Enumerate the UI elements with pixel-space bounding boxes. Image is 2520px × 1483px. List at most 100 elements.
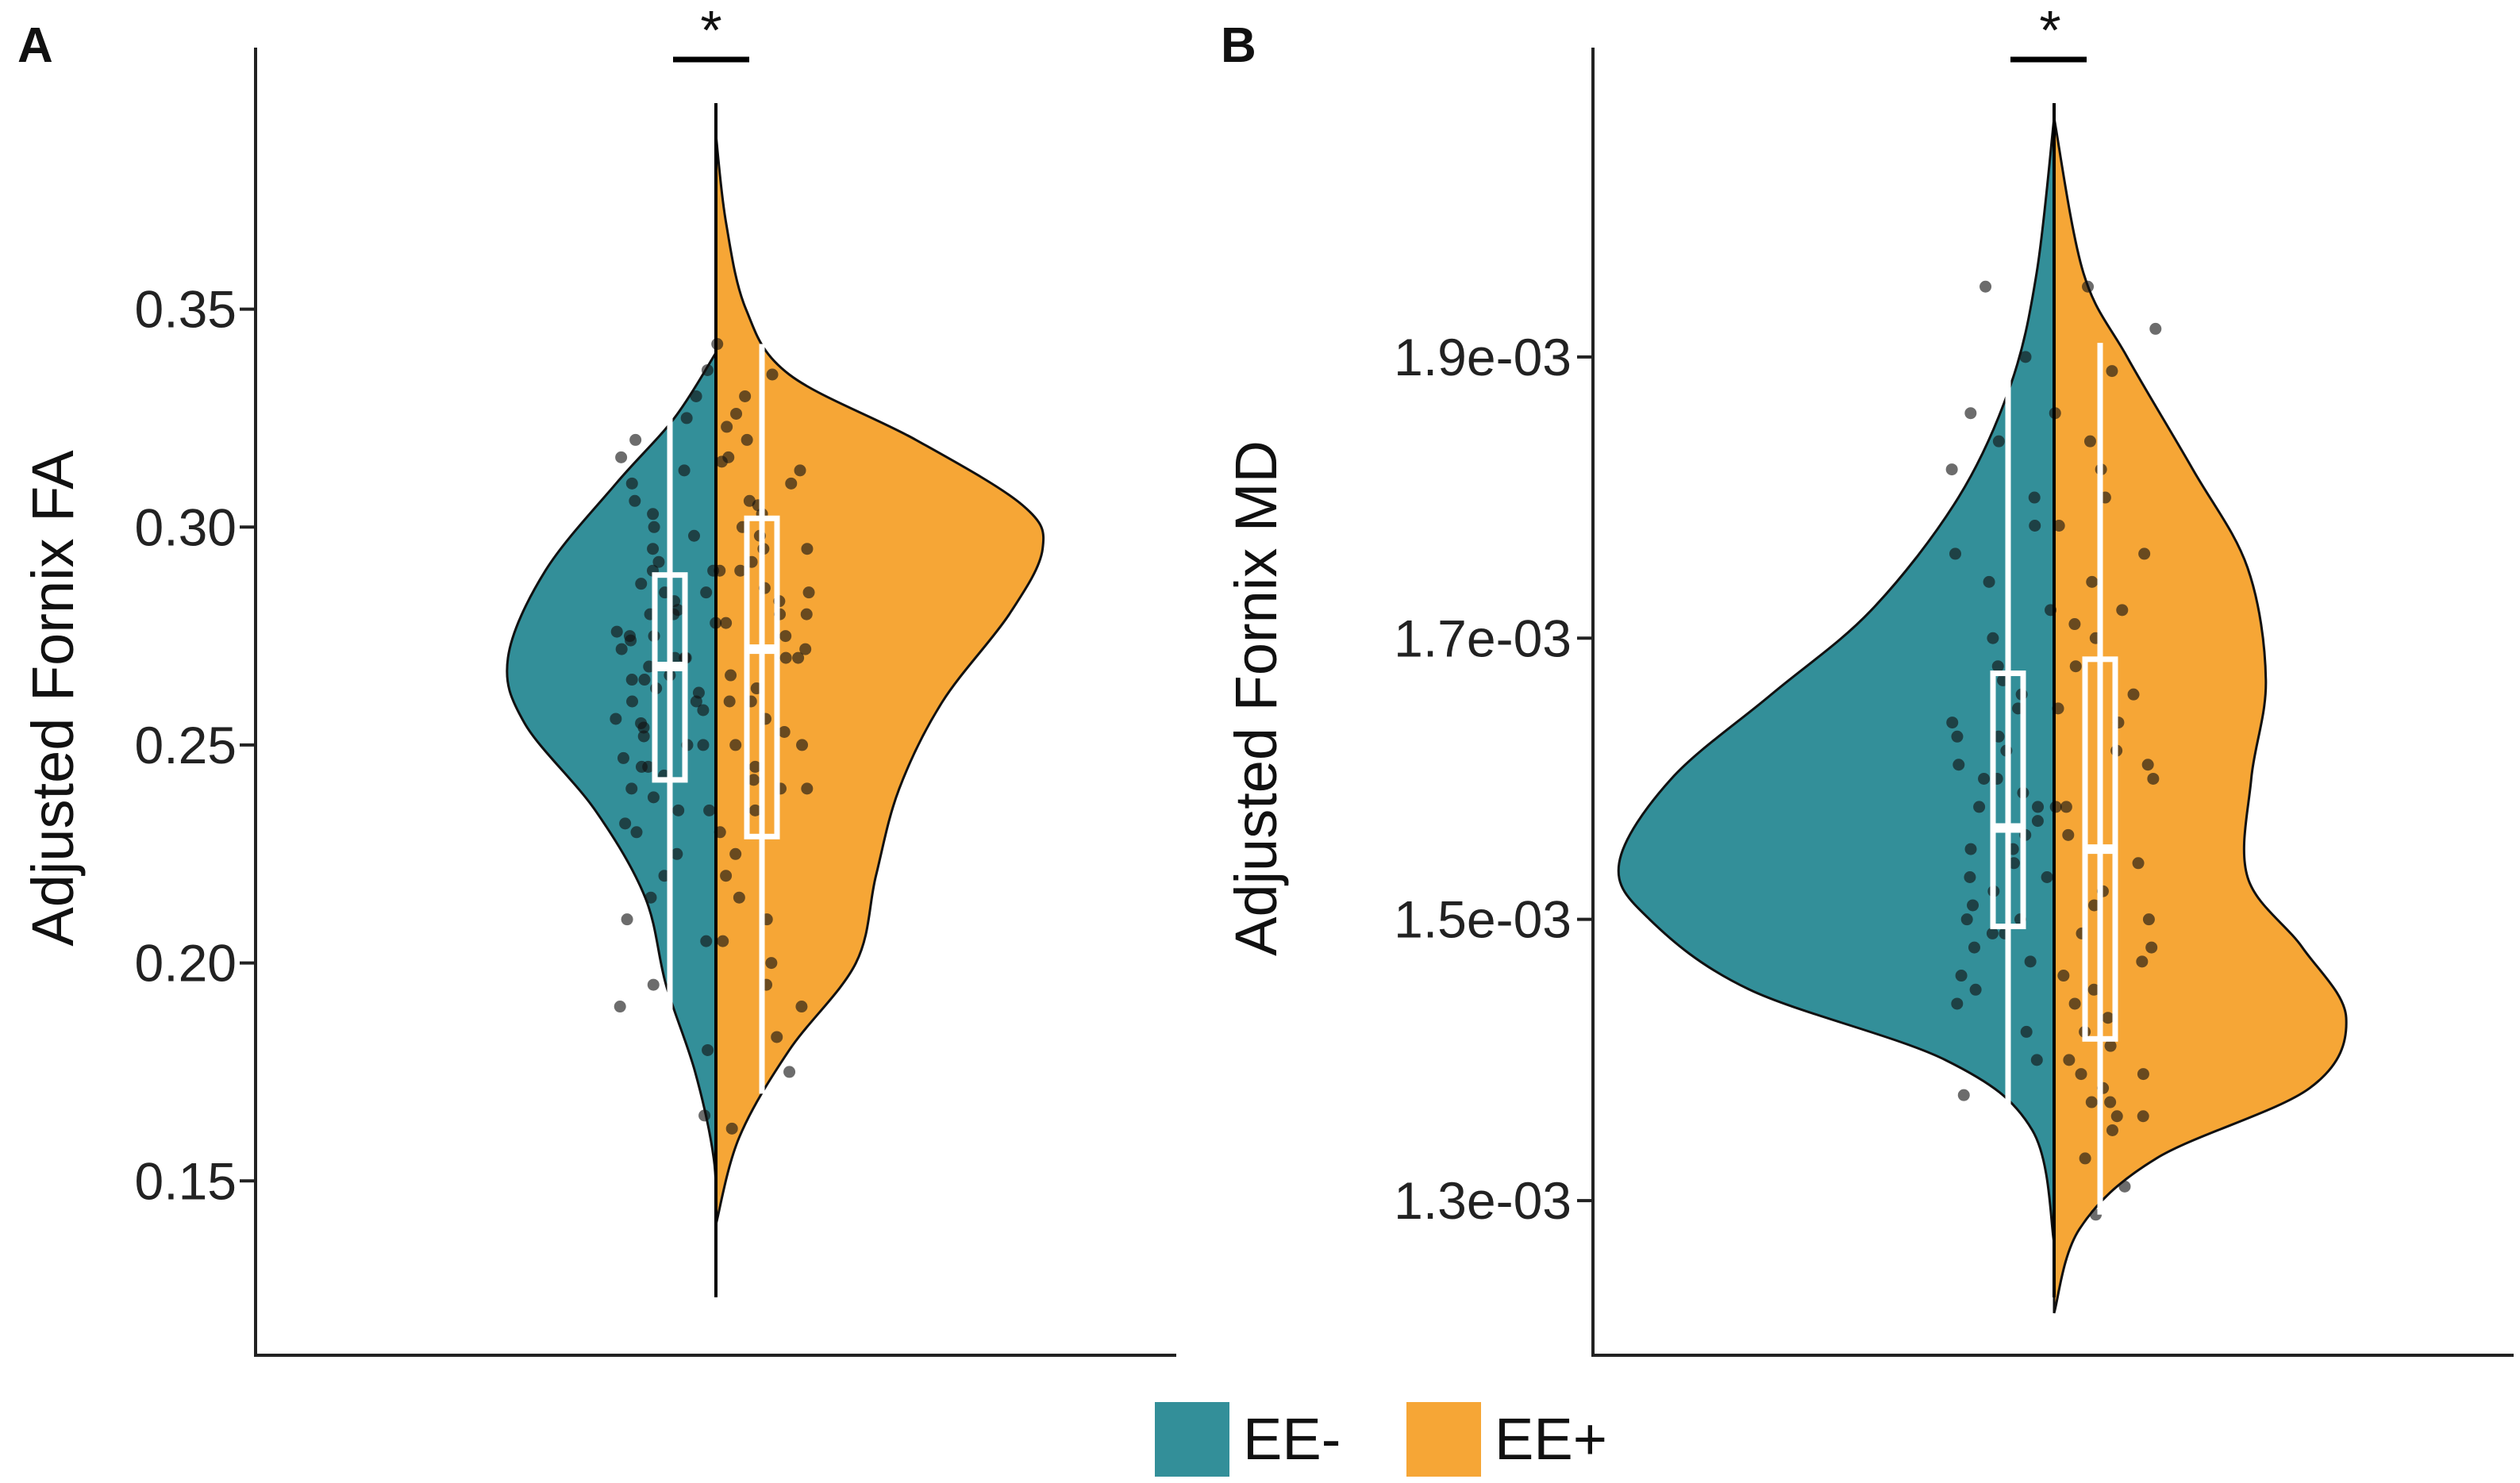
data-point	[2057, 970, 2070, 982]
data-point	[779, 630, 792, 643]
data-point	[1955, 970, 1968, 982]
data-point	[779, 651, 792, 664]
data-point	[642, 760, 655, 773]
data-point	[2136, 955, 2149, 968]
y-tick-label: 1.5e-03	[1394, 890, 1572, 949]
data-point	[2031, 815, 2044, 828]
data-point	[2127, 688, 2140, 701]
data-point	[647, 508, 660, 521]
data-point	[610, 625, 623, 638]
data-point	[1983, 575, 1995, 588]
data-point	[2019, 351, 2032, 363]
data-point	[771, 1031, 783, 1043]
data-point	[1979, 280, 1992, 293]
data-point	[2028, 491, 2041, 504]
panel-b-y-ticks: 1.3e-03 1.5e-03 1.7e-03 1.9e-03	[1394, 328, 1593, 1230]
data-point	[647, 978, 660, 991]
data-point	[730, 407, 743, 420]
data-point	[2079, 1152, 2091, 1165]
data-point	[2102, 1012, 2114, 1024]
data-point	[635, 578, 648, 590]
data-point	[2147, 772, 2160, 785]
data-point	[734, 564, 747, 577]
data-point	[647, 791, 660, 804]
data-point	[2041, 871, 2053, 884]
panel-a-violins	[506, 134, 1045, 1225]
y-tick-label: 0.15	[135, 1151, 237, 1210]
data-point	[702, 1043, 714, 1056]
data-point	[801, 543, 814, 555]
data-point	[2029, 519, 2041, 532]
data-point	[2060, 801, 2072, 813]
data-point	[2024, 955, 2037, 968]
data-point	[700, 586, 713, 599]
panel-a-y-ticks: 0.15 0.20 0.25 0.30 0.35	[135, 280, 256, 1210]
data-point	[629, 494, 641, 507]
data-point	[2106, 1124, 2118, 1136]
data-point	[748, 804, 761, 816]
panel-a-boxes	[652, 344, 780, 1094]
data-point	[672, 804, 685, 816]
data-point	[2020, 1025, 2033, 1038]
y-tick-label: 0.30	[135, 498, 237, 556]
data-point	[1991, 660, 2004, 673]
data-point	[697, 739, 710, 751]
data-point	[733, 891, 745, 904]
data-point	[690, 390, 702, 402]
panel-label-a: A	[17, 18, 53, 73]
data-point	[1949, 547, 1962, 560]
data-point	[700, 935, 713, 947]
data-point	[644, 891, 657, 904]
y-tick-label: 1.3e-03	[1394, 1171, 1572, 1230]
data-point	[2106, 365, 2118, 378]
data-point	[2075, 1068, 2087, 1081]
data-point	[741, 433, 753, 446]
data-point	[717, 935, 729, 947]
data-point	[1945, 463, 1958, 476]
legend-swatch-ee-plus	[1406, 1402, 1481, 1477]
data-point	[2137, 1068, 2149, 1081]
data-point	[802, 586, 815, 599]
data-point	[748, 774, 760, 786]
violin-half-ee-minus	[1617, 117, 2056, 1243]
data-point	[795, 1001, 808, 1013]
data-point	[2138, 547, 2151, 560]
data-point	[626, 695, 639, 708]
data-point	[2049, 801, 2062, 813]
data-point	[2137, 1110, 2149, 1123]
legend-label-ee-plus: EE+	[1495, 1406, 1607, 1472]
data-point	[678, 464, 691, 477]
data-point	[748, 760, 761, 773]
data-point	[2069, 660, 2082, 673]
data-point	[720, 617, 733, 629]
panel-b: B 1.3e-03 1.5e-03 1.7e-03 1.9e-03 Adjusted …	[1221, 0, 2514, 1357]
violin-half-ee-minus	[506, 348, 718, 1225]
data-point	[629, 433, 642, 446]
legend-swatch-ee-minus	[1155, 1402, 1229, 1477]
data-point	[1951, 730, 1964, 743]
panel-a: A 0.15 0.20 0.25 0.30 0.35 Adjusted Fornix F…	[17, 0, 1176, 1357]
y-tick-label: 1.7e-03	[1394, 609, 1572, 667]
data-point	[1969, 983, 1982, 996]
data-point	[729, 739, 742, 751]
data-point	[690, 695, 702, 708]
data-point	[701, 364, 714, 377]
data-point	[729, 847, 742, 860]
data-point	[2104, 1039, 2117, 1052]
data-point	[1967, 899, 1979, 912]
data-point	[648, 521, 660, 533]
data-point	[800, 608, 813, 620]
data-point	[1960, 913, 1973, 926]
data-point	[725, 1122, 738, 1135]
data-point	[1973, 801, 1986, 813]
data-point	[720, 870, 733, 882]
data-point	[638, 674, 651, 686]
y-tick-label: 0.20	[135, 934, 237, 993]
data-point	[785, 477, 798, 490]
data-point	[2085, 1096, 2098, 1108]
violin-half-ee-plus	[2053, 117, 2348, 1314]
data-point	[643, 660, 656, 673]
data-point	[1946, 717, 1959, 729]
data-point	[623, 630, 636, 643]
data-point	[619, 817, 632, 830]
